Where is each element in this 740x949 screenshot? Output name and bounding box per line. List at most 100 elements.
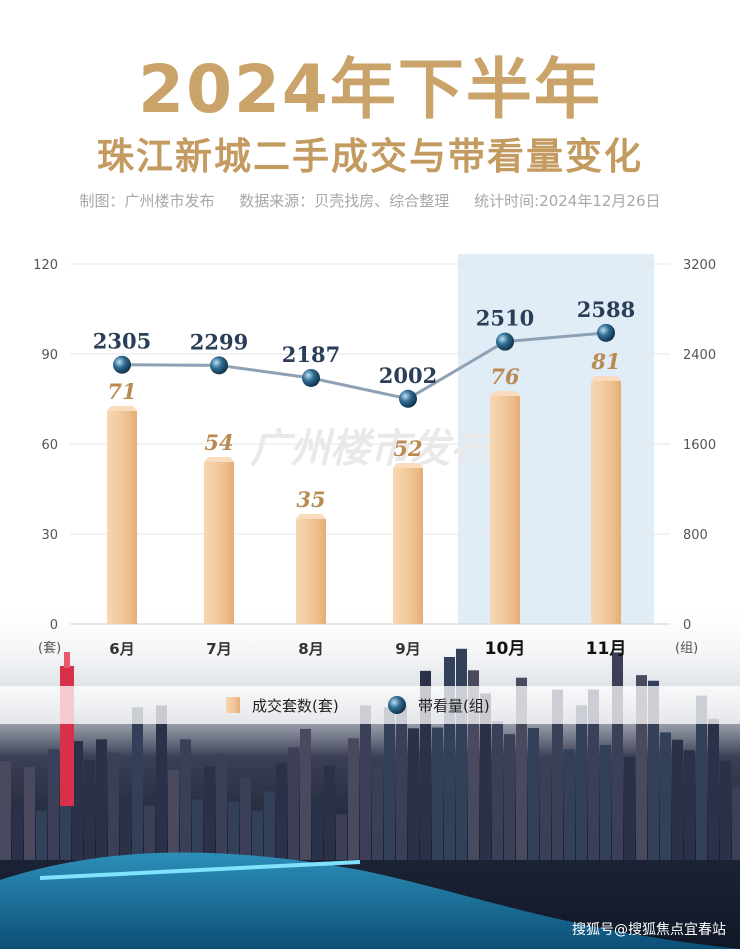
line-value-label: 2588 <box>577 297 635 322</box>
category-labels: 6月 7月 8月 9月 10月 11月 <box>109 639 626 659</box>
left-tick-label: 0 <box>50 618 58 633</box>
building <box>696 695 707 860</box>
line-point <box>210 356 228 375</box>
category-label: 7月 <box>206 640 231 658</box>
bar-top <box>204 457 234 462</box>
page-title: 2024年下半年 <box>138 51 602 128</box>
building <box>708 718 719 860</box>
building <box>120 798 131 860</box>
right-tick-label: 1600 <box>683 438 716 453</box>
line-value-label: 2002 <box>379 363 437 388</box>
building <box>408 728 419 860</box>
building <box>300 728 311 860</box>
building <box>12 806 23 860</box>
building <box>432 727 443 860</box>
legend-line-label: 带看量(组) <box>418 697 490 715</box>
meta-maker: 制图：广州楼市发布 <box>79 192 215 210</box>
bar-top <box>490 391 520 396</box>
line-value-label: 2299 <box>190 329 248 354</box>
building <box>156 705 167 860</box>
line-point <box>113 355 131 374</box>
building <box>36 810 47 860</box>
bar-value-label: 71 <box>107 379 136 404</box>
meta-line: 制图：广州楼市发布 数据来源：贝壳找房、综合整理 统计时间:2024年12月26… <box>0 190 740 211</box>
building <box>168 769 179 860</box>
category-label: 6月 <box>109 640 134 658</box>
building <box>492 721 503 860</box>
canton-tower-top <box>64 652 70 668</box>
building <box>552 689 563 860</box>
building <box>324 765 335 860</box>
building <box>72 741 83 860</box>
gridlines <box>70 263 670 625</box>
building <box>588 689 599 860</box>
building <box>612 652 623 860</box>
building <box>252 810 263 860</box>
building <box>84 760 95 860</box>
building <box>0 761 11 860</box>
building <box>360 705 371 860</box>
left-tick-label: 60 <box>41 438 58 453</box>
building <box>204 766 215 860</box>
meta-time: 统计时间:2024年12月26日 <box>474 192 661 210</box>
legend-line-swatch <box>388 696 406 714</box>
category-label: 9月 <box>395 640 420 658</box>
bar-value-label: 54 <box>204 430 233 455</box>
building <box>228 801 239 860</box>
building <box>456 648 467 860</box>
river <box>0 852 740 949</box>
building <box>516 677 527 860</box>
building <box>180 739 191 860</box>
bar-value-label: 76 <box>490 364 520 389</box>
legend-bar-swatch <box>226 697 240 713</box>
line-value-label: 2510 <box>476 306 534 331</box>
building <box>372 767 383 860</box>
bar-top <box>393 463 423 468</box>
building <box>288 747 299 860</box>
right-tick-label: 3200 <box>683 258 716 273</box>
building <box>132 707 143 860</box>
left-axis-unit: (套) <box>38 640 61 656</box>
left-tick-label: 30 <box>41 528 58 543</box>
building <box>96 739 107 860</box>
bar-top <box>107 406 137 411</box>
chart-watermark: 广州楼市发布 <box>250 426 496 472</box>
building <box>600 744 611 860</box>
bar-top <box>296 514 326 519</box>
building <box>540 759 551 860</box>
category-label: 10月 <box>485 639 526 659</box>
building <box>480 693 491 860</box>
line-point <box>399 389 417 408</box>
building <box>144 805 155 860</box>
bar-value-label: 52 <box>393 436 422 461</box>
right-axis-unit: (组) <box>675 641 698 656</box>
building <box>348 738 359 860</box>
building <box>648 680 659 860</box>
building <box>312 803 323 860</box>
line-value-label: 2187 <box>282 342 340 367</box>
building <box>732 786 740 860</box>
building <box>660 732 671 860</box>
city-background <box>0 600 740 949</box>
legend-band <box>0 686 740 724</box>
bar <box>490 396 520 624</box>
building <box>468 670 479 860</box>
right-axis: 0 800 1600 2400 3200 (组) <box>675 258 716 656</box>
building <box>624 757 635 860</box>
right-tick-label: 0 <box>683 618 691 633</box>
line-point <box>302 368 320 387</box>
building <box>576 705 587 860</box>
building <box>636 675 647 860</box>
bar <box>393 468 423 624</box>
bar <box>204 462 234 624</box>
building <box>528 727 539 860</box>
right-tick-label: 2400 <box>683 348 716 363</box>
line-path <box>121 331 607 401</box>
building <box>444 656 455 860</box>
building <box>264 791 275 860</box>
building <box>240 777 251 860</box>
bar-top <box>591 376 621 381</box>
skyline <box>0 648 740 860</box>
line-series: 2305 2299 2187 2002 2510 2588 <box>93 297 635 408</box>
footer-watermark: 搜狐号@搜狐焦点宜春站 <box>572 922 726 938</box>
